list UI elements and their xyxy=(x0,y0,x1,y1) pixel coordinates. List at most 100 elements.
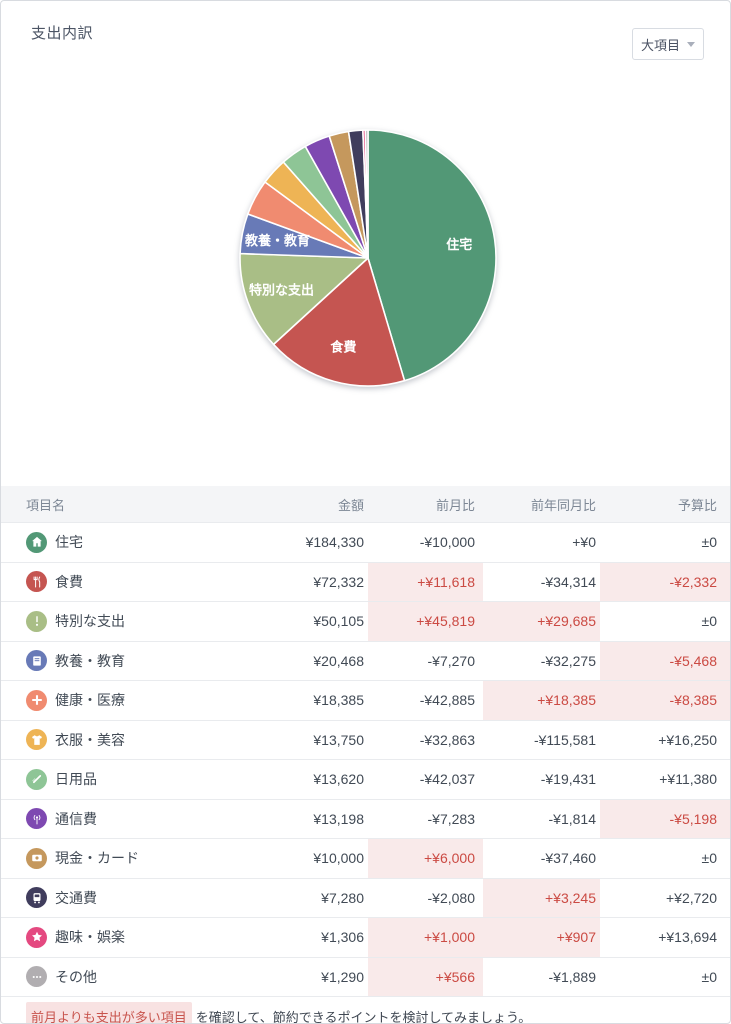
category-label: 通信費 xyxy=(55,810,97,827)
header-mom: 前月比 xyxy=(435,497,475,513)
budget-cell: ±0 xyxy=(701,613,717,630)
budget-cell: ±0 xyxy=(701,534,717,551)
amount-cell: ¥72,332 xyxy=(313,573,364,590)
mom-cell: -¥7,270 xyxy=(427,652,475,669)
amount-cell: ¥13,750 xyxy=(313,731,364,748)
medical-plus-icon xyxy=(26,689,47,711)
yoy-cell: +¥29,685 xyxy=(483,602,600,641)
pie-slice-住宅[interactable] xyxy=(367,129,497,382)
card-header: 支出内訳 大項目 xyxy=(1,1,730,61)
category-cell: 健康・医療 xyxy=(1,681,258,720)
mom-cell: +¥45,819 xyxy=(368,602,483,641)
book-icon xyxy=(26,650,47,672)
home-icon xyxy=(26,531,47,553)
pie-slice-label: 住宅 xyxy=(446,237,472,252)
amount-cell: ¥184,330 xyxy=(305,534,364,551)
table-row: 交通費 ¥7,280 -¥2,080 +¥3,245 +¥2,720 xyxy=(1,877,730,918)
mom-cell: -¥7,283 xyxy=(427,810,475,827)
category-cell: 趣味・娯楽 xyxy=(1,918,258,957)
table-row: 教養・教育 ¥20,468 -¥7,270 -¥32,275 -¥5,468 xyxy=(1,640,730,680)
amount-cell: ¥18,385 xyxy=(313,692,364,709)
table-row: 通信費 ¥13,198 -¥7,283 -¥1,814 -¥5,198 xyxy=(1,798,730,839)
header-yoy: 前年同月比 xyxy=(530,497,596,513)
mom-cell: -¥32,863 xyxy=(419,731,475,748)
category-cell: 日用品 xyxy=(1,760,258,799)
category-cell: 特別な支出 xyxy=(1,602,258,641)
category-label: 衣服・美容 xyxy=(55,731,125,748)
category-cell: 通信費 xyxy=(1,800,258,839)
pie-slice-label: 食費 xyxy=(330,339,356,354)
table-row: 食費 ¥72,332 +¥11,618 -¥34,314 -¥2,332 xyxy=(1,561,730,601)
pie-chart-area: 住宅 食費 特別な支出 教養・教育 xyxy=(1,61,730,486)
yoy-cell: -¥19,431 xyxy=(540,771,596,788)
budget-cell: -¥8,385 xyxy=(600,681,730,720)
amount-cell: ¥7,280 xyxy=(321,889,364,906)
category-level-dropdown[interactable]: 大項目 xyxy=(632,28,704,60)
category-label: 住宅 xyxy=(55,534,83,551)
money-card-icon xyxy=(26,847,47,869)
category-label: 健康・医療 xyxy=(55,692,125,709)
budget-cell: +¥16,250 xyxy=(658,731,717,748)
budget-cell: +¥13,694 xyxy=(658,929,717,946)
note-rest: を確認して、節約できるポイントを検討してみましょう。 xyxy=(195,1010,532,1024)
amount-cell: ¥20,468 xyxy=(313,652,364,669)
amount-cell: ¥1,306 xyxy=(321,929,364,946)
header-budget: 予算比 xyxy=(677,497,717,513)
pie-slice-食費[interactable] xyxy=(272,257,406,387)
budget-cell: ±0 xyxy=(701,850,717,867)
yoy-cell: -¥37,460 xyxy=(540,850,596,867)
mom-cell: -¥2,080 xyxy=(427,889,475,906)
amount-cell: ¥13,620 xyxy=(313,771,364,788)
category-cell: 衣服・美容 xyxy=(1,721,258,760)
category-label: 特別な支出 xyxy=(55,613,125,630)
category-label: 現金・カード xyxy=(55,850,139,867)
mom-cell: +¥566 xyxy=(368,957,483,996)
chevron-down-icon xyxy=(687,41,695,47)
table-row: 日用品 ¥13,620 -¥42,037 -¥19,431 +¥11,380 xyxy=(1,759,730,799)
category-cell: 交通費 xyxy=(1,879,258,918)
category-cell: 住宅 xyxy=(1,523,258,562)
expense-table: 項目名 金額 前月比 前年同月比 予算比 住宅 ¥184,330 -¥10,000 +… xyxy=(1,486,730,996)
amount-cell: ¥50,105 xyxy=(313,613,364,630)
table-row: その他 ¥1,290 +¥566 -¥1,889 ±0 xyxy=(1,956,730,997)
toothbrush-icon xyxy=(26,768,47,790)
table-header-row: 項目名 金額 前月比 前年同月比 予算比 xyxy=(1,486,730,522)
utensils-icon xyxy=(26,571,47,593)
yoy-cell: +¥907 xyxy=(483,918,600,957)
pie-slice-その他[interactable] xyxy=(364,129,369,259)
yoy-cell: -¥1,814 xyxy=(548,810,596,827)
mom-cell: +¥11,618 xyxy=(368,562,483,601)
budget-cell: -¥5,198 xyxy=(600,799,730,838)
yoy-cell: +¥0 xyxy=(572,534,596,551)
amount-cell: ¥10,000 xyxy=(313,850,364,867)
category-cell: その他 xyxy=(1,958,258,997)
table-row: 健康・医療 ¥18,385 -¥42,885 +¥18,385 -¥8,385 xyxy=(1,680,730,720)
exclamation-icon xyxy=(26,610,47,632)
pie-slice-label: 教養・教育 xyxy=(244,233,310,248)
pie-slice-特別な支出[interactable] xyxy=(239,252,369,346)
table-row: 趣味・娯楽 ¥1,306 +¥1,000 +¥907 +¥13,694 xyxy=(1,917,730,957)
table-row: 特別な支出 ¥50,105 +¥45,819 +¥29,685 ±0 xyxy=(1,601,730,641)
dropdown-label: 大項目 xyxy=(640,37,680,53)
mom-cell: -¥42,885 xyxy=(419,692,475,709)
category-label: 食費 xyxy=(55,573,83,590)
yoy-cell: -¥1,889 xyxy=(548,968,596,985)
mom-cell: +¥6,000 xyxy=(368,839,483,878)
category-label: 趣味・娯楽 xyxy=(55,929,125,946)
ellipsis-icon xyxy=(26,966,47,988)
category-label: 日用品 xyxy=(55,771,97,788)
note-highlight: 前月よりも支出が多い項目 xyxy=(26,1002,192,1023)
header-amount: 金額 xyxy=(337,497,364,513)
tshirt-icon xyxy=(26,729,47,751)
budget-cell: -¥5,468 xyxy=(600,641,730,680)
star-icon xyxy=(26,926,47,948)
budget-cell: ±0 xyxy=(701,968,717,985)
mom-cell: -¥42,037 xyxy=(419,771,475,788)
budget-cell: -¥2,332 xyxy=(600,562,730,601)
category-label: その他 xyxy=(55,968,97,985)
budget-cell: +¥2,720 xyxy=(666,889,717,906)
table-row: 衣服・美容 ¥13,750 -¥32,863 -¥115,581 +¥16,250 xyxy=(1,719,730,760)
mom-cell: -¥10,000 xyxy=(419,534,475,551)
